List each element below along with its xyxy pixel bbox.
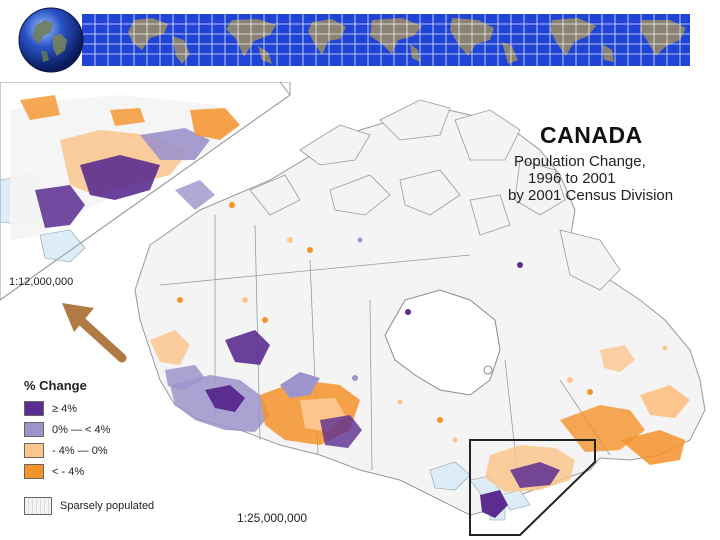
canada-population-map bbox=[0, 82, 720, 540]
legend-title: % Change bbox=[24, 378, 87, 393]
header-banner bbox=[0, 0, 720, 80]
legend-swatch bbox=[24, 422, 44, 437]
legend-label: - 4% — 0% bbox=[52, 444, 108, 457]
main-scale-label: 1:25,000,000 bbox=[237, 511, 308, 525]
legend-label: 0% — < 4% bbox=[52, 423, 111, 436]
prairie-change-regions bbox=[150, 330, 362, 448]
inset-map bbox=[0, 82, 291, 301]
inset-scale-label: 1:12,000,000 bbox=[9, 276, 74, 288]
legend-swatch bbox=[24, 464, 44, 479]
legend-label: < - 4% bbox=[52, 465, 85, 478]
scattered-region-dots bbox=[177, 202, 668, 443]
eastern-change-regions bbox=[480, 345, 690, 518]
legend-item: 0% — < 4% bbox=[24, 419, 224, 440]
map-subtitle-line-2: 1996 to 2001 bbox=[528, 170, 616, 187]
map-subtitle-line-1: Population Change, bbox=[514, 153, 646, 170]
map-title: CANADA bbox=[540, 122, 643, 148]
legend-label-sparse: Sparsely populated bbox=[60, 499, 155, 512]
arrow-icon bbox=[62, 303, 127, 363]
legend-swatch-sparse bbox=[24, 496, 52, 515]
legend-label: ≥ 4% bbox=[52, 402, 77, 415]
legend-item-sparse: Sparsely populated bbox=[24, 495, 224, 516]
map-subtitle-line-3: by 2001 Census Division bbox=[508, 187, 674, 204]
globe-icon bbox=[18, 7, 84, 73]
inset-locator-box bbox=[469, 439, 596, 536]
world-map-banner bbox=[82, 14, 690, 66]
legend-item: < - 4% bbox=[24, 461, 224, 482]
legend-swatch bbox=[24, 401, 44, 416]
legend-item: - 4% — 0% bbox=[24, 440, 224, 461]
legend-swatch bbox=[24, 443, 44, 458]
legend-item: ≥ 4% bbox=[24, 398, 224, 419]
legend: % Change ≥ 4% 0% — < 4% - 4% — 0% < - 4%… bbox=[24, 378, 224, 516]
